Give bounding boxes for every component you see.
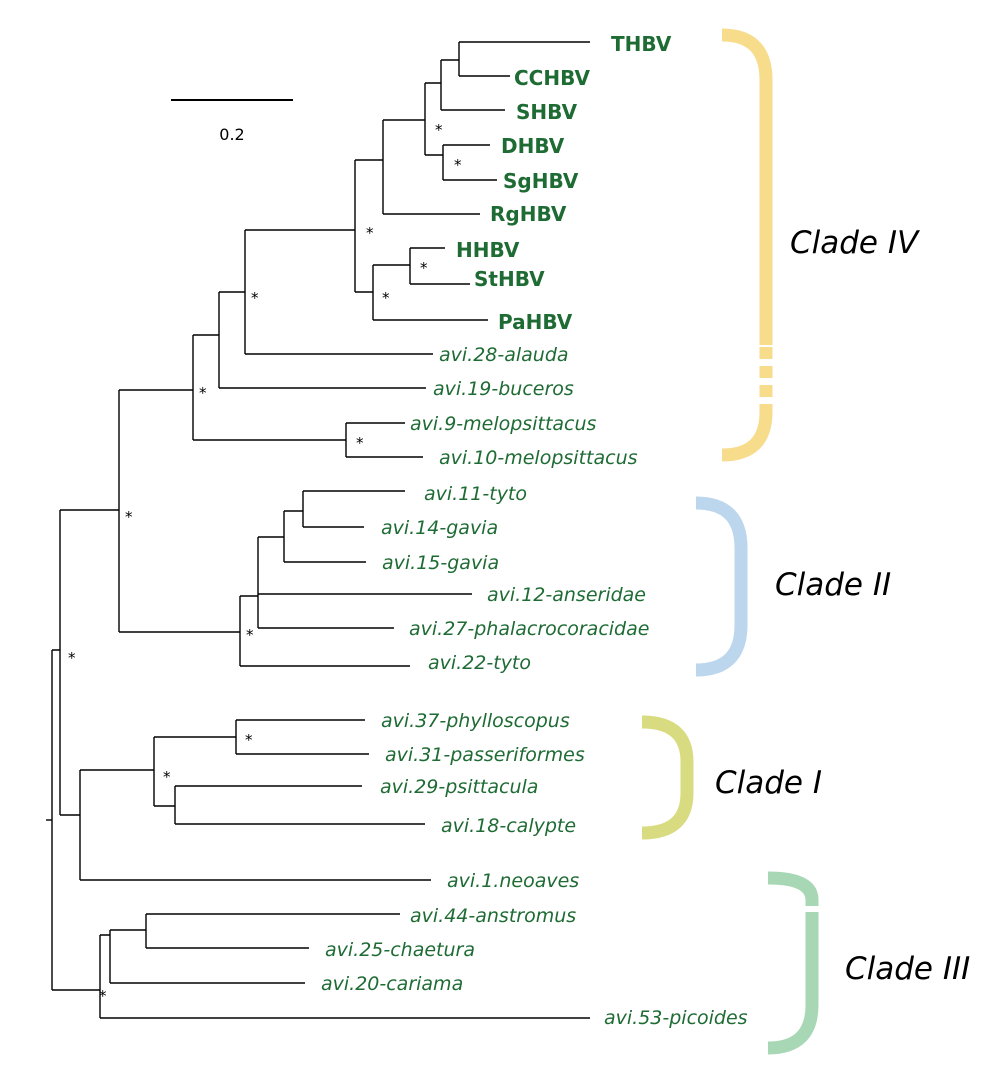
clade-ii-bracket (695, 496, 748, 677)
support-marker: * (246, 626, 254, 644)
taxon-label: RgHBV (490, 202, 567, 226)
branch-node-g (354, 159, 383, 293)
branch-node-j (440, 59, 505, 111)
branch-node-h (382, 119, 480, 215)
taxon-labels: THBV CCHBV SHBV DHBV SgHBV RgHBV HHBV St… (321, 32, 748, 1029)
branch-node-l (442, 144, 497, 181)
taxon-label: CCHBV (514, 66, 591, 90)
branch-node-s (302, 490, 405, 528)
support-marker: * (435, 121, 443, 139)
clade-iii-bracket (767, 918, 819, 1055)
branch-node-z (145, 913, 400, 949)
branch-node-b (59, 509, 119, 816)
taxon-label: avi.27-phalacrocoracidae (409, 618, 649, 640)
branch-node-w (174, 785, 425, 825)
taxon-label: SHBV (516, 100, 578, 124)
branch-node-o (345, 422, 423, 458)
taxon-label: SgHBV (503, 169, 579, 193)
support-marker: * (199, 384, 207, 402)
support-marker: * (382, 289, 390, 307)
branch-node-d (192, 334, 346, 441)
branch-node-f (244, 229, 433, 355)
scale-bar: 0.2 (171, 99, 293, 144)
support-marker: * (99, 987, 107, 1005)
branch-node-v (235, 719, 369, 755)
taxon-label: HHBV (456, 238, 520, 262)
support-marker: * (251, 289, 259, 307)
taxon-label: avi.12-anseridae (487, 584, 646, 606)
support-marker: * (163, 768, 171, 786)
taxon-label: StHBV (474, 267, 545, 291)
branch-node-t (79, 769, 431, 881)
branch-root (51, 649, 100, 991)
clade-label: Clade I (715, 765, 822, 801)
taxon-label: avi.14-gavia (381, 517, 498, 539)
clade-labels: Clade IV Clade II Clade I Clade III (715, 225, 970, 987)
taxon-label: avi.20-cariama (321, 973, 463, 995)
taxon-label: avi.25-chaetura (325, 939, 475, 961)
branch-node-r (283, 510, 366, 563)
clade-i-bracket (641, 715, 694, 840)
support-marker: * (366, 224, 374, 242)
branch-node-x (99, 934, 590, 1019)
support-marker: * (125, 508, 133, 526)
branch-node-u (153, 736, 236, 807)
branch-node-e (218, 291, 426, 389)
taxon-label: DHBV (501, 134, 565, 158)
taxon-label: avi.29-psittacula (380, 776, 538, 798)
branch-node-m (372, 264, 488, 321)
clade-label: Clade III (845, 951, 970, 987)
taxon-label: avi.31-passeriformes (385, 744, 585, 766)
taxon-label: avi.53-picoides (604, 1007, 748, 1029)
clade-iv-bracket-end (721, 411, 773, 462)
branch-node-q (257, 536, 472, 629)
branch-node-p (239, 595, 410, 667)
branch-node-n (409, 247, 470, 285)
clade-brackets (641, 28, 819, 1055)
taxon-label: PaHBV (498, 310, 573, 334)
tree-branches (46, 41, 590, 1019)
taxon-label: avi.28-alauda (439, 344, 569, 366)
support-marker: * (420, 259, 428, 277)
branch-node-i (424, 82, 443, 156)
support-marker: * (245, 731, 253, 749)
branch-node-y (109, 929, 305, 984)
taxon-label: avi.37-phylloscopus (381, 710, 570, 732)
taxon-label: avi.19-buceros (433, 378, 574, 400)
branch-node-c (118, 389, 240, 633)
taxon-label: avi.15-gavia (382, 552, 499, 574)
support-marker: * (454, 156, 462, 174)
support-marker: * (356, 434, 364, 452)
taxon-label: avi.22-tyto (428, 652, 531, 674)
taxon-label: avi.9-melopsittacus (410, 413, 597, 435)
taxon-label: avi.44-anstromus (410, 905, 576, 927)
scale-bar-label: 0.2 (219, 125, 244, 144)
taxon-label: avi.1.neoaves (447, 870, 579, 892)
taxon-label: THBV (611, 32, 672, 56)
clade-iv-bracket (721, 28, 773, 345)
clade-iii-bracket-top (767, 871, 819, 901)
clade-label: Clade II (775, 567, 891, 603)
support-markers: * * * * * * * * * * * * * * (68, 121, 462, 1005)
branch-node-k (458, 41, 590, 77)
support-marker: * (68, 649, 76, 667)
taxon-label: avi.11-tyto (424, 483, 527, 505)
taxon-label: avi.10-melopsittacus (439, 447, 638, 469)
taxon-label: avi.18-calypte (441, 815, 576, 837)
clade-label: Clade IV (790, 225, 921, 261)
